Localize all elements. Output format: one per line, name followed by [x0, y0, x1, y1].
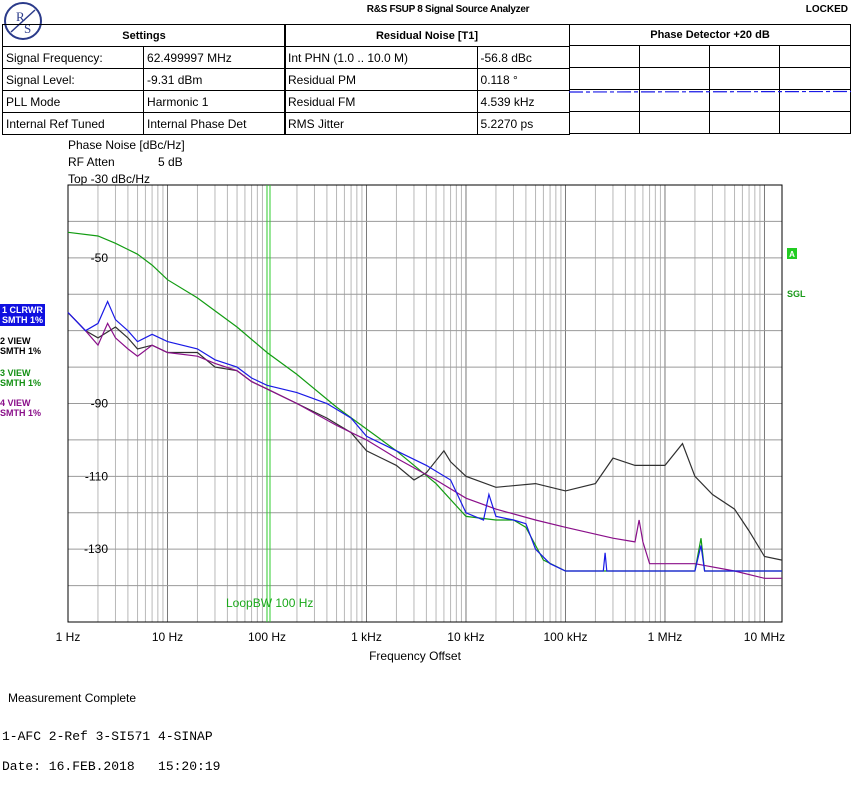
trace-label-line: SMTH 1% — [2, 315, 44, 325]
settings-value: 62.499997 MHz — [143, 46, 286, 69]
residual-label: Residual FM — [284, 90, 478, 113]
series-line-4 — [67, 312, 782, 579]
settings-row: PLL Mode Harmonic 1 — [1, 90, 286, 113]
trace-1-label: 1 CLRWR SMTH 1% — [0, 304, 46, 326]
settings-label: Signal Level: — [1, 68, 145, 91]
x-tick-label: 1 Hz — [56, 630, 81, 644]
marker-a-box — [787, 248, 797, 259]
settings-value: Harmonic 1 — [143, 90, 286, 113]
series-line-2 — [67, 312, 783, 561]
residual-value: 0.118 ° — [476, 68, 571, 91]
sgl-label: SGL — [787, 289, 806, 299]
settings-label: Internal Ref Tuned — [1, 112, 145, 135]
x-axis-label: Frequency Offset — [369, 649, 461, 663]
series-line-3 — [67, 231, 782, 572]
x-tick-label: 10 Hz — [152, 630, 183, 644]
series-line-1 — [67, 299, 782, 572]
series-layer — [67, 231, 783, 579]
y-tick-label: -90 — [91, 397, 109, 411]
residual-row: Residual FM 4.539 kHz — [284, 90, 571, 113]
y-tick-label: -50 — [91, 251, 109, 265]
svg-text:R: R — [16, 9, 25, 24]
x-tick-label: 10 kHz — [447, 630, 484, 644]
residual-row: Residual PM 0.118 ° — [284, 68, 571, 91]
residual-row: Int PHN (1.0 .. 10.0 M) -56.8 dBc — [284, 46, 571, 69]
settings-label: PLL Mode — [1, 90, 145, 113]
settings-value: -9.31 dBm — [143, 68, 286, 91]
marker-a-label: A — [789, 250, 795, 259]
settings-label: Signal Frequency: — [1, 46, 145, 69]
residual-title: Residual Noise [T1] — [284, 24, 570, 47]
x-tick-label: 100 kHz — [543, 630, 587, 644]
settings-row: Signal Level: -9.31 dBm — [1, 68, 286, 91]
title-bar: R&S FSUP 8 Signal Source Analyzer LOCKED — [46, 1, 850, 21]
trace-legend-note: 1-AFC 2-Ref 3-SI571 4-SINAP — [2, 729, 213, 744]
y-tick-label: -110 — [85, 469, 108, 483]
residual-label: Int PHN (1.0 .. 10.0 M) — [284, 46, 478, 69]
settings-title: Settings — [2, 24, 286, 47]
trace-label-line: 4 VIEW — [0, 398, 31, 408]
date-stamp: Date: 16.FEB.2018 15:20:19 — [2, 759, 221, 774]
settings-row: Signal Frequency: 62.499997 MHz — [1, 46, 286, 69]
residual-label: Residual PM — [284, 68, 478, 91]
settings-table: Settings Signal Frequency: 62.499997 MHz … — [1, 24, 286, 135]
phase-detector-plot — [569, 45, 851, 134]
trace-label-line: SMTH 1% — [0, 378, 42, 388]
residual-noise-table: Residual Noise [T1] Int PHN (1.0 .. 10.0… — [284, 24, 571, 135]
y-unit-label: Phase Noise [dBc/Hz] — [68, 138, 185, 152]
loop-bw-label: LoopBW 100 Hz — [226, 596, 313, 610]
x-tick-label: 1 kHz — [351, 630, 382, 644]
y-tick-label: -130 — [84, 542, 108, 556]
trace-label-line: 2 VIEW — [0, 336, 31, 346]
residual-row: RMS Jitter 5.2270 ps — [284, 112, 571, 135]
phase-detector-title: Phase Detector +20 dB — [569, 24, 851, 46]
measurement-status: Measurement Complete — [8, 691, 137, 705]
plot-grid — [67, 184, 782, 623]
top-level-label: Top -30 dBc/Hz — [68, 172, 151, 186]
rf-atten-label: RF Atten — [68, 155, 115, 169]
trace-label-line: SMTH 1% — [0, 346, 42, 356]
trace-4-label: 4 VIEW SMTH 1% — [0, 398, 41, 418]
trace-2-label: 2 VIEW SMTH 1% — [0, 336, 41, 356]
settings-row: Internal Ref Tuned Internal Phase Det — [1, 112, 286, 135]
x-tick-label: 1 MHz — [648, 630, 683, 644]
residual-value: -56.8 dBc — [476, 46, 571, 69]
lock-status: LOCKED — [805, 4, 848, 15]
settings-value: Internal Phase Det — [143, 112, 286, 135]
residual-value: 5.2270 ps — [476, 112, 571, 135]
phase-detector-panel: Phase Detector +20 dB — [569, 24, 851, 134]
trace-3-label: 3 VIEW SMTH 1% — [0, 368, 41, 388]
rf-atten-value: 5 dB — [158, 155, 183, 169]
x-tick-label: 100 Hz — [248, 630, 286, 644]
residual-value: 4.539 kHz — [476, 90, 571, 113]
tick-labels: 1 Hz 10 Hz 100 Hz 1 kHz 10 kHz 100 kHz 1 MHz 10… — [56, 251, 785, 644]
trace-label-line: 1 CLRWR — [2, 305, 43, 315]
instrument-title: R&S FSUP 8 Signal Source Analyzer — [366, 4, 530, 15]
trace-label-line: SMTH 1% — [0, 408, 42, 418]
trace-label-line: 3 VIEW — [0, 368, 31, 378]
phase-detector-trace — [569, 90, 851, 93]
x-tick-label: 10 MHz — [744, 630, 785, 644]
plot-frame — [67, 184, 783, 623]
residual-label: RMS Jitter — [284, 112, 478, 135]
